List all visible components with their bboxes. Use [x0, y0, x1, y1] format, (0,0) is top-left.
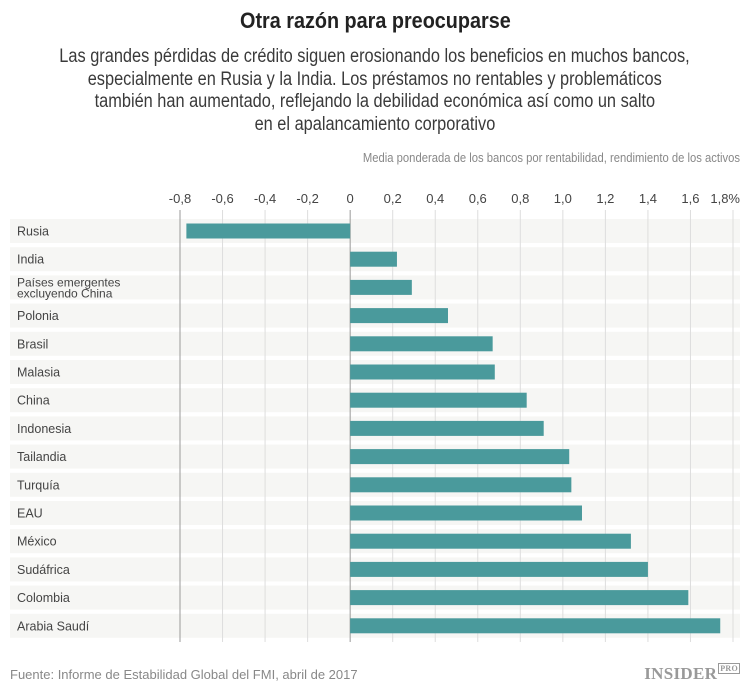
category-label: Polonia — [17, 309, 59, 323]
category-label: excluyendo China — [17, 286, 113, 300]
bar — [350, 590, 689, 606]
category-label: México — [17, 535, 57, 549]
category-label: Tailandia — [17, 450, 66, 464]
source-note: Fuente: Informe de Estabilidad Global de… — [10, 667, 358, 682]
category-label: Colombia — [17, 591, 70, 605]
bar — [350, 420, 544, 436]
tick-label: 1,4 — [639, 191, 657, 206]
category-label: India — [17, 253, 44, 267]
category-label: Brasil — [17, 337, 48, 351]
tick-label: -0,4 — [254, 191, 276, 206]
tick-label: 1,8% — [710, 191, 740, 206]
category-label: Países emergentes — [17, 275, 120, 289]
category-label: Sudáfrica — [17, 563, 70, 577]
category-label: EAU — [17, 507, 43, 521]
bar — [350, 336, 493, 352]
tick-label: -0,2 — [296, 191, 318, 206]
bar — [350, 364, 495, 380]
row-band — [10, 219, 740, 243]
category-label: Arabia Saudí — [17, 619, 90, 633]
chart-title: Otra razón para preocuparse — [239, 8, 511, 33]
bar — [350, 618, 721, 634]
chart-subtitle: Las grandes pérdidas de crédito siguen e… — [59, 46, 691, 135]
bar — [350, 505, 582, 521]
tick-label: -0,8 — [169, 191, 191, 206]
bar — [350, 477, 572, 493]
tick-label: 0,2 — [384, 191, 402, 206]
tick-label: 0,4 — [426, 191, 444, 206]
bar — [350, 533, 631, 549]
tick-label: 1,0 — [554, 191, 572, 206]
bar — [350, 392, 527, 408]
bar — [350, 308, 448, 324]
bar — [350, 449, 570, 465]
category-label: China — [17, 394, 50, 408]
category-label: Indonesia — [17, 422, 71, 436]
category-label: Rusia — [17, 225, 49, 239]
tick-label: 1,2 — [596, 191, 614, 206]
category-label: Malasia — [17, 366, 60, 380]
bar — [186, 223, 351, 239]
category-label: Turquía — [17, 478, 60, 492]
tick-label: 1,6 — [681, 191, 699, 206]
tick-label: 0,8 — [511, 191, 529, 206]
bar — [350, 561, 648, 577]
insider-pro-logo: INSIDER PRO — [644, 663, 740, 683]
chart-note: Media ponderada de los bancos por rentab… — [362, 151, 740, 165]
tick-label: 0 — [347, 191, 354, 206]
tick-label: 0,6 — [469, 191, 487, 206]
tick-label: -0,6 — [211, 191, 233, 206]
bar — [350, 279, 412, 295]
bar — [350, 251, 397, 267]
